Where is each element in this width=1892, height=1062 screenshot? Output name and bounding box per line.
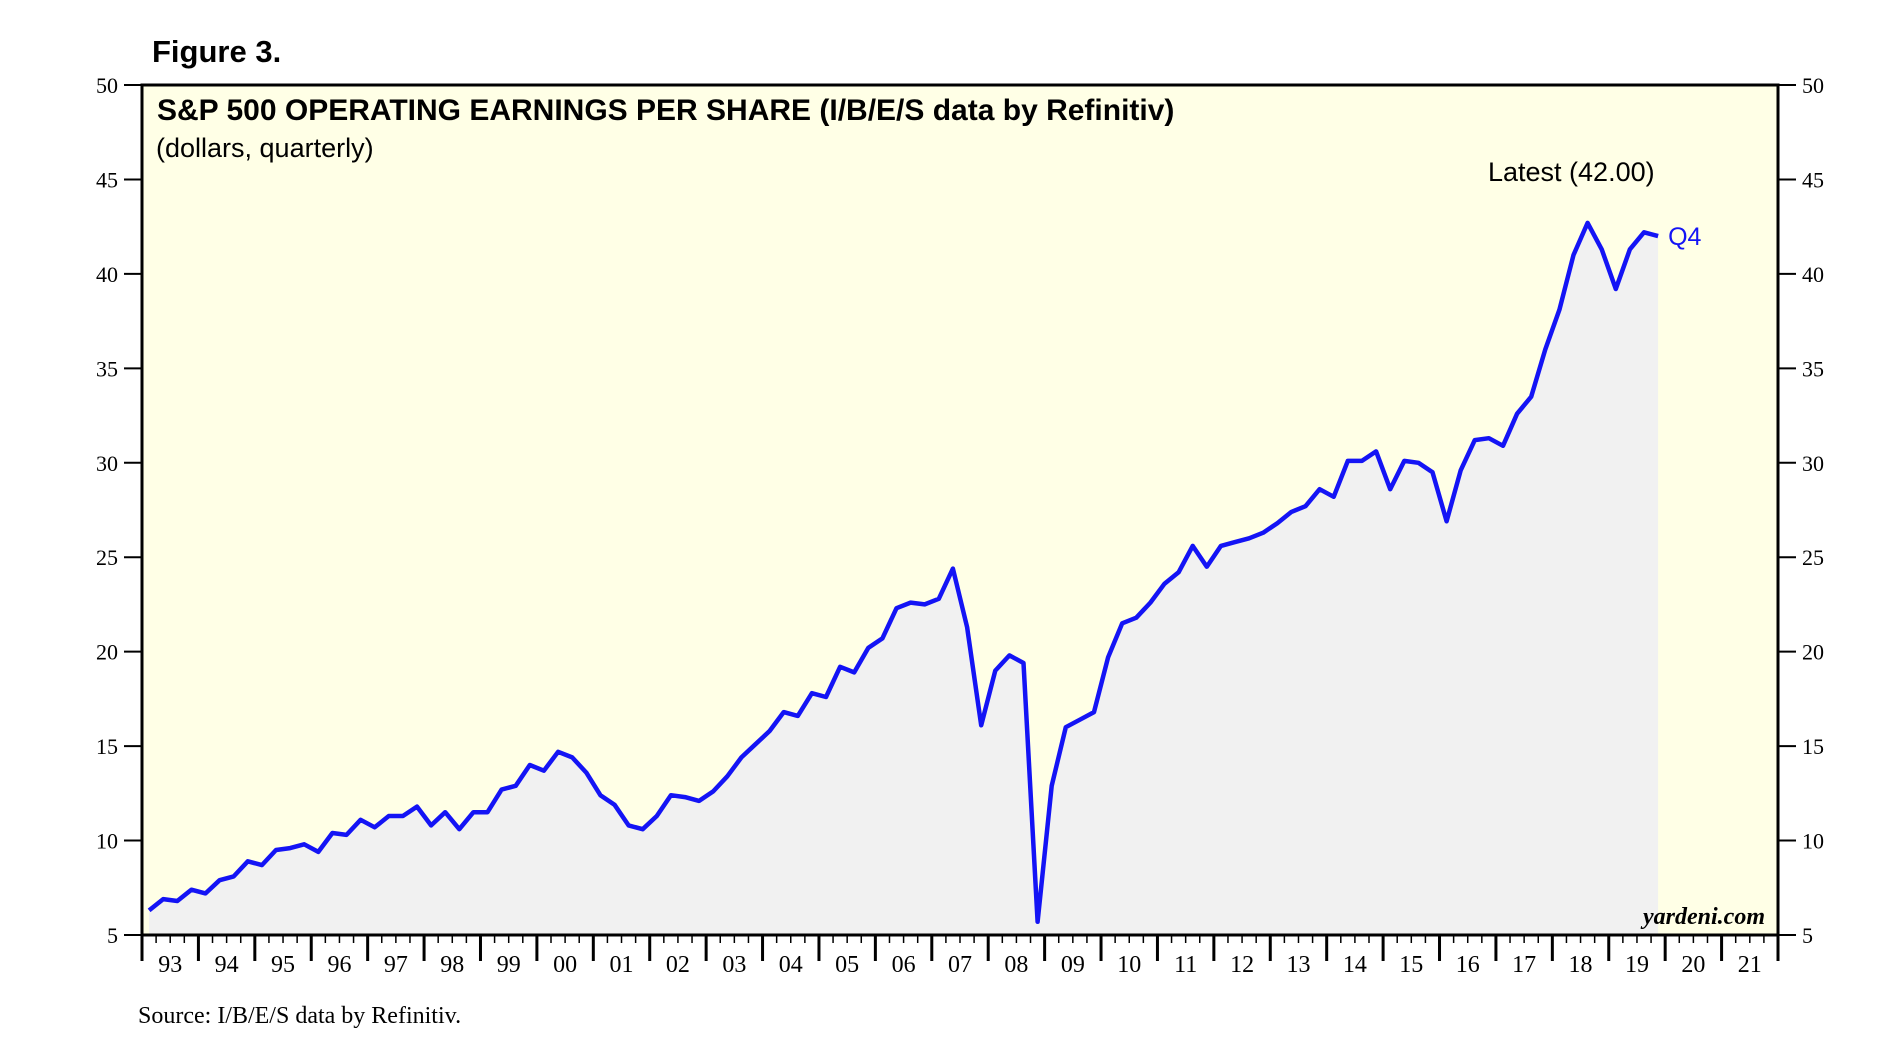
y-tick-label-right: 45 — [1802, 167, 1824, 192]
x-year-label: 18 — [1569, 952, 1593, 978]
y-tick-label-right: 40 — [1802, 262, 1824, 287]
eps-area-fill — [149, 222, 1659, 934]
x-year-label: 14 — [1343, 952, 1367, 978]
last-point-label: Q4 — [1668, 223, 1701, 251]
y-tick-label-left: 45 — [96, 167, 118, 192]
y-tick-label-right: 10 — [1802, 829, 1824, 854]
y-tick-label-left: 5 — [107, 923, 118, 948]
x-year-label: 96 — [327, 952, 351, 978]
brand-watermark: yardeni.com — [1640, 904, 1765, 930]
x-year-label: 11 — [1174, 952, 1197, 978]
x-year-label: 05 — [835, 952, 859, 978]
x-year-label: 19 — [1625, 952, 1649, 978]
chart-subtitle: (dollars, quarterly) — [156, 133, 374, 163]
y-tick-label-right: 5 — [1802, 923, 1813, 948]
x-year-label: 94 — [215, 952, 239, 978]
x-year-label: 15 — [1399, 952, 1423, 978]
x-year-label: 98 — [440, 952, 464, 978]
x-year-label: 09 — [1061, 952, 1085, 978]
y-tick-label-left: 25 — [96, 545, 118, 570]
y-tick-label-left: 50 — [96, 73, 118, 98]
latest-value-label: Latest (42.00) — [1488, 157, 1655, 187]
x-year-label: 13 — [1286, 952, 1310, 978]
x-year-label: 20 — [1681, 952, 1705, 978]
x-year-label: 06 — [892, 952, 916, 978]
x-year-label: 97 — [384, 952, 408, 978]
chart-title: S&P 500 OPERATING EARNINGS PER SHARE (I/… — [157, 94, 1174, 127]
figure-label: Figure 3. — [152, 34, 282, 69]
y-tick-label-right: 15 — [1802, 734, 1824, 759]
x-year-label: 00 — [553, 952, 577, 978]
y-tick-label-left: 15 — [96, 734, 118, 759]
y-tick-label-left: 35 — [96, 356, 118, 381]
y-tick-label-right: 25 — [1802, 545, 1824, 570]
x-year-label: 02 — [666, 952, 690, 978]
eps-series-line — [147, 220, 1659, 925]
x-year-label: 99 — [497, 952, 521, 978]
x-year-label: 03 — [722, 952, 746, 978]
x-year-label: 16 — [1456, 952, 1480, 978]
y-tick-label-left: 10 — [96, 829, 118, 854]
x-year-label: 10 — [1117, 952, 1141, 978]
x-year-label: 08 — [1004, 952, 1028, 978]
x-year-label: 95 — [271, 952, 295, 978]
x-year-label: 12 — [1230, 952, 1254, 978]
x-year-label: 21 — [1738, 952, 1762, 978]
x-year-label: 17 — [1512, 952, 1536, 978]
x-year-label: 07 — [948, 952, 972, 978]
x-year-label: 04 — [779, 952, 803, 978]
x-year-label: 01 — [610, 952, 634, 978]
y-tick-label-right: 50 — [1802, 73, 1824, 98]
x-axis: 93 94 95 96 97 98 99 00 01 02 03 04 05 06 07 08 09 10 11 12… — [140, 935, 1780, 978]
y-tick-label-right: 30 — [1802, 451, 1824, 476]
y-axis-right: 5 10 15 20 25 30 35 40 45 50 — [1778, 73, 1824, 948]
source-note: Source: I/B/E/S data by Refinitiv. — [138, 1003, 462, 1029]
y-tick-label-right: 35 — [1802, 356, 1824, 381]
y-tick-label-left: 30 — [96, 451, 118, 476]
y-tick-label-left: 20 — [96, 640, 118, 665]
y-tick-label-right: 20 — [1802, 640, 1824, 665]
y-tick-label-left: 40 — [96, 262, 118, 287]
x-year-label: 93 — [158, 952, 182, 978]
y-axis-left: 5 10 15 20 25 30 35 40 45 50 — [96, 73, 142, 948]
